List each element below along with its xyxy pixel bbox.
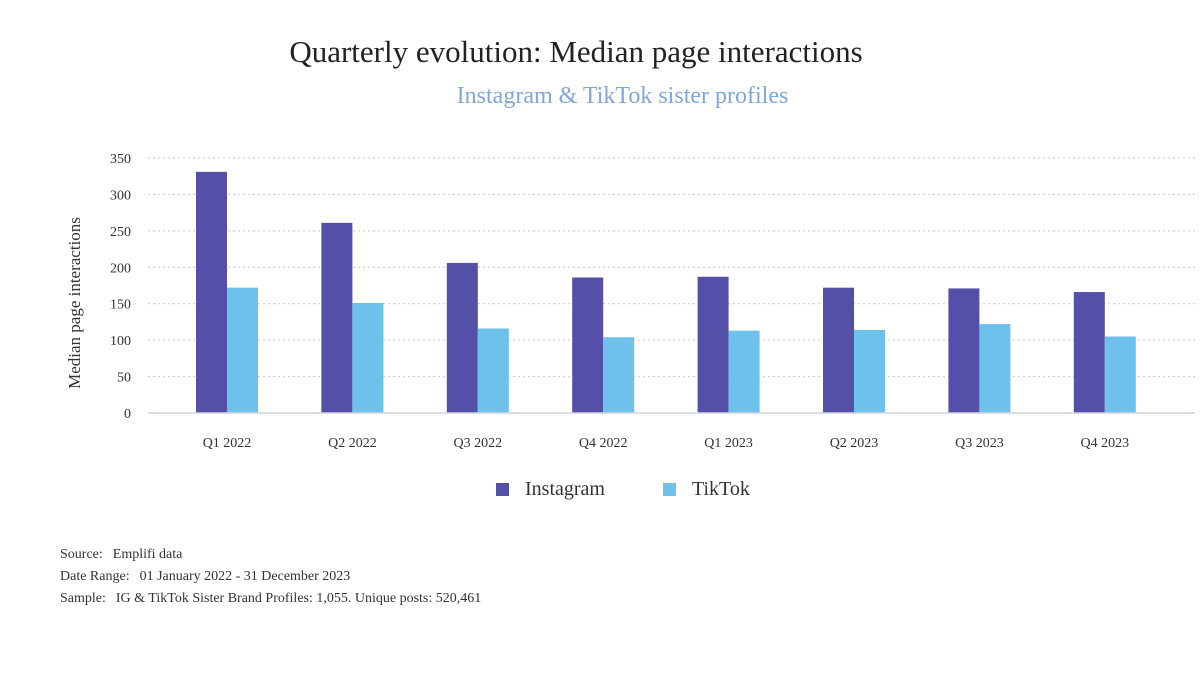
legend-label-instagram: Instagram: [525, 478, 605, 500]
date-range-line: Date Range: 01 January 2022 - 31 December…: [60, 566, 481, 588]
date-range-label: Date Range:: [60, 569, 130, 584]
bars: [196, 171, 1136, 413]
x-tick-label: Q4 2023: [1080, 436, 1129, 451]
y-axis-ticks: 0 50 100 150 200 250 300 350: [110, 152, 131, 422]
legend-item-tiktok: TikTok: [662, 478, 750, 501]
sample-line: Sample: IG & TikTok Sister Brand Profiles…: [60, 588, 481, 610]
bar-tiktok-q3-2023: [979, 324, 1011, 413]
bar-instagram-q1-2022: [196, 171, 227, 413]
y-tick-label: 100: [110, 334, 131, 349]
x-tick-label: Q3 2022: [453, 436, 502, 451]
sample-value: IG & TikTok Sister Brand Profiles: 1,055…: [115, 591, 482, 606]
x-axis-ticks: Q1 2022 Q2 2022 Q3 2022 Q4 2022 Q1 2023 Q2 20…: [203, 436, 1129, 451]
bar-instagram-q2-2022: [321, 222, 353, 413]
y-tick-label: 350: [110, 152, 131, 167]
y-tick-label: 300: [110, 188, 131, 203]
footnotes: Source: Emplifi data Date Range: 01 Januar…: [60, 544, 481, 610]
y-tick-label: 150: [110, 298, 131, 313]
bar-instagram-q3-2022: [446, 262, 478, 413]
legend-label-tiktok: TikTok: [691, 478, 750, 500]
legend-item-instagram: Instagram: [496, 478, 605, 501]
legend: Instagram TikTok: [496, 478, 750, 501]
x-tick-label: Q2 2023: [830, 436, 879, 451]
bar-instagram-q2-2023: [823, 287, 854, 413]
bar-instagram-q3-2023: [948, 288, 980, 413]
bar-tiktok-q1-2022: [227, 287, 258, 413]
bar-tiktok-q4-2023: [1104, 336, 1136, 413]
bar-instagram-q1-2023: [697, 276, 729, 413]
chart-subtitle: Instagram & TikTok sister profiles: [456, 83, 789, 109]
sample-label: Sample:: [60, 591, 106, 606]
x-tick-label: Q3 2023: [955, 436, 1004, 451]
x-tick-label: Q2 2022: [328, 436, 377, 451]
source-label: Source:: [60, 547, 103, 562]
legend-swatch-tiktok: [662, 483, 676, 496]
bar-tiktok-q3-2022: [477, 328, 509, 413]
x-tick-label: Q4 2022: [579, 436, 628, 451]
chart-title: Quarterly evolution: Median page interac…: [289, 34, 863, 69]
date-range-value: 01 January 2022 - 31 December 2023: [139, 569, 351, 584]
y-tick-label: 250: [110, 225, 131, 240]
bar-tiktok-q2-2023: [854, 329, 885, 413]
bar-tiktok-q2-2022: [352, 302, 384, 413]
bar-chart: 0 50 100 150 200 250 300 350 Q1 2022 Q2 2022 Q3 2…: [65, 152, 1195, 451]
y-tick-label: 200: [110, 261, 131, 276]
x-tick-label: Q1 2023: [704, 436, 753, 451]
y-axis-label: Median page interactions: [65, 217, 84, 389]
y-tick-label: 50: [117, 371, 131, 386]
bar-tiktok-q1-2023: [728, 330, 760, 413]
bar-tiktok-q4-2022: [603, 337, 635, 413]
bar-instagram-q4-2023: [1073, 292, 1105, 413]
bar-instagram-q4-2022: [572, 277, 604, 413]
y-tick-label: 0: [124, 407, 131, 422]
source-line: Source: Emplifi data: [60, 544, 481, 566]
gridlines: [148, 157, 1195, 378]
legend-swatch-instagram: [496, 483, 509, 496]
source-value: Emplifi data: [112, 547, 183, 562]
x-tick-label: Q1 2022: [203, 436, 252, 451]
